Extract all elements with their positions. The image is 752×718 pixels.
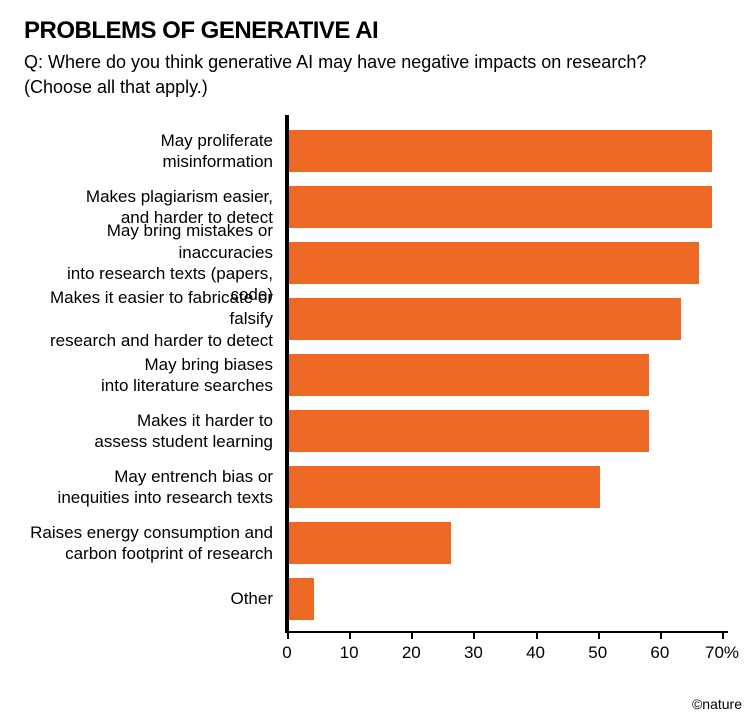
x-tick-label: 50 — [588, 643, 607, 663]
bar-label: Raises energy consumption and carbon foo… — [24, 522, 285, 565]
x-tick — [536, 633, 538, 639]
bar-row: Makes it easier to fabricate or falsify … — [24, 298, 728, 340]
bar-row: May entrench bias or inequities into res… — [24, 466, 728, 508]
bar-row: Makes it harder to assess student learni… — [24, 410, 728, 452]
bar-chart: 010203040506070% May proliferate misinfo… — [24, 115, 728, 681]
chart-figure: PROBLEMS OF GENERATIVE AI Q: Where do yo… — [0, 0, 752, 718]
source-credit: ©nature — [692, 696, 742, 712]
x-tick — [287, 633, 289, 639]
x-tick-label: 20 — [402, 643, 421, 663]
bar-label: May entrench bias or inequities into res… — [24, 466, 285, 509]
x-tick — [598, 633, 600, 639]
bar-row: Other — [24, 578, 728, 620]
x-tick-label: 0 — [282, 643, 291, 663]
bar-row: May bring mistakes or inaccuracies into … — [24, 242, 728, 284]
bar-row: Raises energy consumption and carbon foo… — [24, 522, 728, 564]
x-tick — [473, 633, 475, 639]
chart-title: PROBLEMS OF GENERATIVE AI — [24, 18, 728, 44]
x-tick-label: 30 — [464, 643, 483, 663]
bar-label: May bring biases into literature searche… — [24, 354, 285, 397]
bar-row: May bring biases into literature searche… — [24, 354, 728, 396]
x-tick-label: 40 — [526, 643, 545, 663]
x-tick — [722, 633, 724, 639]
bar-label: Other — [24, 588, 285, 609]
bar-row: May proliferate misinformation — [24, 130, 728, 172]
bar-label: May proliferate misinformation — [24, 130, 285, 173]
x-tick-label: 70% — [705, 643, 739, 663]
x-tick — [411, 633, 413, 639]
x-tick — [349, 633, 351, 639]
x-tick-label: 60 — [650, 643, 669, 663]
x-tick — [660, 633, 662, 639]
bar-label: Makes it easier to fabricate or falsify … — [24, 287, 285, 351]
x-tick-label: 10 — [340, 643, 359, 663]
chart-subtitle: Q: Where do you think generative AI may … — [24, 50, 664, 99]
bar-label: Makes it harder to assess student learni… — [24, 410, 285, 453]
